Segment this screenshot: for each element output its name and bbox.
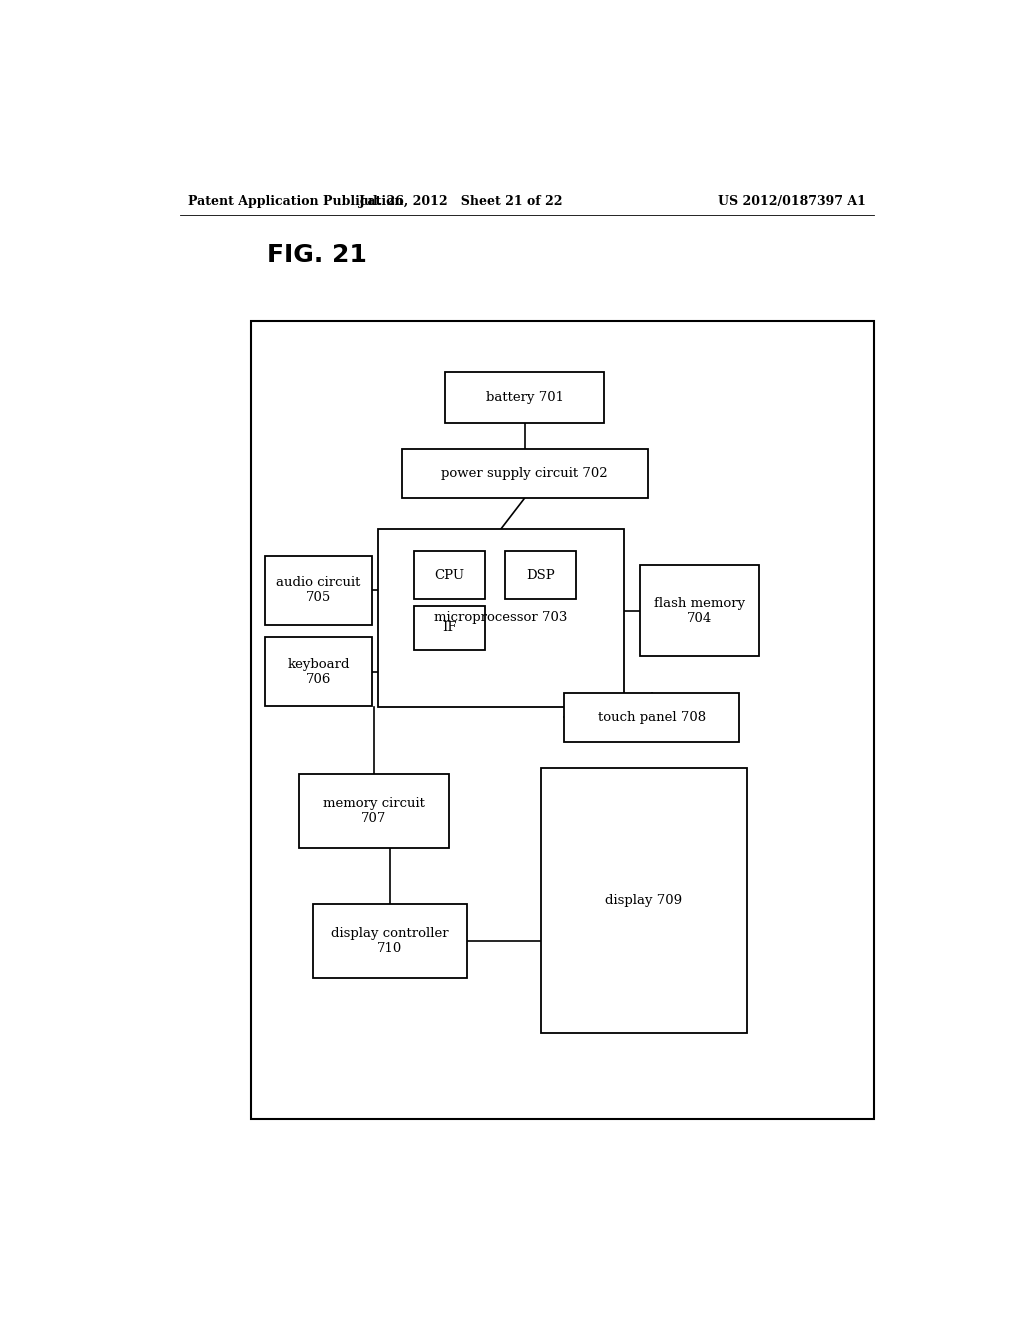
Bar (541, 768, 748, 1032)
Text: touch panel 708: touch panel 708 (598, 711, 706, 723)
Text: Patent Application Publication: Patent Application Publication (187, 194, 403, 207)
Text: power supply circuit 702: power supply circuit 702 (441, 467, 608, 480)
Text: microprocessor 703: microprocessor 703 (434, 611, 567, 624)
Text: display 709: display 709 (605, 894, 682, 907)
Bar (299, 775, 450, 847)
Text: memory circuit
707: memory circuit 707 (324, 797, 425, 825)
Bar (401, 449, 648, 498)
Text: FIG. 21: FIG. 21 (267, 243, 367, 267)
Bar (414, 552, 485, 599)
Text: IF: IF (442, 622, 457, 635)
Bar (505, 552, 577, 599)
Text: keyboard
706: keyboard 706 (287, 657, 350, 685)
Bar (445, 372, 604, 422)
Text: Jul. 26, 2012   Sheet 21 of 22: Jul. 26, 2012 Sheet 21 of 22 (359, 194, 563, 207)
Text: CPU: CPU (434, 569, 465, 582)
Bar (312, 904, 467, 978)
Text: DSP: DSP (526, 569, 555, 582)
Bar (251, 321, 873, 1119)
Bar (564, 693, 739, 742)
Text: audio circuit
705: audio circuit 705 (276, 577, 360, 605)
Bar (378, 529, 624, 706)
Bar (640, 565, 759, 656)
Text: flash memory
704: flash memory 704 (654, 597, 744, 624)
Bar (265, 556, 372, 624)
Text: US 2012/0187397 A1: US 2012/0187397 A1 (718, 194, 866, 207)
Text: battery 701: battery 701 (485, 391, 564, 404)
Bar (265, 638, 372, 706)
Bar (414, 606, 485, 649)
Text: display controller
710: display controller 710 (331, 927, 449, 956)
